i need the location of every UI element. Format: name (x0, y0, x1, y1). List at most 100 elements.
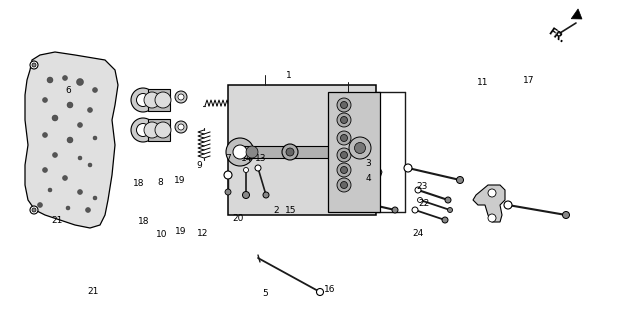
Polygon shape (25, 52, 118, 228)
Text: 2: 2 (273, 205, 279, 214)
Text: 19: 19 (175, 175, 186, 185)
Text: 19: 19 (175, 227, 187, 236)
Bar (228, 85, 376, 215)
Circle shape (63, 76, 67, 81)
Circle shape (417, 197, 423, 203)
Polygon shape (571, 9, 582, 19)
Text: 21: 21 (51, 215, 63, 225)
Circle shape (175, 121, 187, 133)
Circle shape (131, 118, 155, 142)
Circle shape (144, 92, 160, 108)
Circle shape (225, 189, 231, 195)
Circle shape (131, 88, 155, 112)
Circle shape (47, 77, 53, 83)
Circle shape (87, 108, 92, 113)
Circle shape (255, 165, 261, 171)
Circle shape (155, 122, 171, 138)
Circle shape (340, 181, 347, 188)
Circle shape (77, 78, 84, 85)
Bar (148, 119, 170, 141)
Circle shape (504, 201, 512, 209)
Circle shape (43, 132, 48, 138)
Circle shape (337, 163, 351, 177)
Circle shape (30, 206, 38, 214)
Circle shape (404, 164, 412, 172)
Circle shape (137, 124, 150, 137)
Text: 5: 5 (262, 289, 268, 298)
Circle shape (233, 145, 247, 159)
Ellipse shape (366, 183, 380, 193)
Circle shape (32, 63, 36, 67)
Circle shape (224, 171, 232, 179)
Polygon shape (366, 168, 382, 180)
Text: FR.: FR. (546, 27, 566, 45)
Circle shape (337, 148, 351, 162)
Circle shape (52, 115, 58, 121)
Circle shape (77, 123, 82, 127)
Circle shape (337, 113, 351, 127)
Circle shape (316, 289, 324, 295)
Text: 13: 13 (255, 154, 267, 163)
Circle shape (488, 189, 496, 197)
Ellipse shape (370, 186, 376, 190)
Text: 21: 21 (87, 286, 98, 295)
Circle shape (175, 91, 187, 103)
Circle shape (243, 167, 248, 172)
Text: 22: 22 (418, 198, 430, 207)
Circle shape (66, 206, 70, 210)
Circle shape (286, 148, 294, 156)
Text: 14: 14 (241, 154, 253, 163)
Circle shape (412, 207, 418, 213)
Text: 3: 3 (365, 158, 371, 167)
Circle shape (155, 92, 171, 108)
Circle shape (563, 212, 569, 219)
Text: 16: 16 (324, 285, 335, 294)
Text: 1: 1 (286, 70, 292, 79)
Circle shape (67, 137, 73, 143)
Circle shape (30, 61, 38, 69)
Circle shape (88, 163, 92, 167)
Bar (328, 92, 380, 212)
Circle shape (243, 191, 249, 198)
Circle shape (32, 208, 36, 212)
Circle shape (92, 87, 98, 92)
Circle shape (85, 207, 90, 212)
Circle shape (448, 207, 452, 212)
Circle shape (78, 156, 82, 160)
Circle shape (63, 175, 67, 180)
Circle shape (340, 116, 347, 124)
Circle shape (43, 98, 48, 102)
Circle shape (340, 134, 347, 141)
Bar (244, 146, 354, 158)
Polygon shape (473, 185, 505, 222)
Circle shape (349, 137, 371, 159)
Circle shape (337, 131, 351, 145)
Circle shape (246, 146, 258, 158)
Circle shape (337, 178, 351, 192)
Circle shape (93, 136, 97, 140)
Circle shape (77, 189, 82, 195)
Text: 6: 6 (65, 85, 71, 94)
Text: 23: 23 (417, 181, 428, 190)
Text: 11: 11 (477, 77, 489, 86)
Circle shape (282, 144, 298, 160)
Text: 18: 18 (138, 217, 150, 226)
Circle shape (48, 188, 52, 192)
Text: 25: 25 (359, 143, 371, 153)
Text: 24: 24 (412, 228, 423, 237)
Text: 8: 8 (157, 178, 163, 187)
Text: 9: 9 (196, 161, 202, 170)
Circle shape (38, 203, 43, 207)
Text: 17: 17 (523, 76, 535, 84)
Circle shape (93, 196, 97, 200)
Bar (148, 89, 170, 111)
Circle shape (392, 207, 398, 213)
Circle shape (43, 167, 48, 172)
Circle shape (337, 98, 351, 112)
Circle shape (355, 142, 365, 154)
Circle shape (53, 153, 58, 157)
Circle shape (263, 192, 269, 198)
Text: 20: 20 (232, 213, 244, 222)
Circle shape (178, 124, 184, 130)
Circle shape (178, 94, 184, 100)
